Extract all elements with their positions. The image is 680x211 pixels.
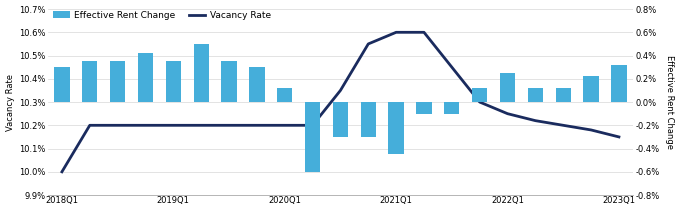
Bar bbox=[222, 61, 237, 102]
Bar bbox=[500, 73, 515, 102]
Bar bbox=[528, 88, 543, 102]
Bar bbox=[556, 88, 571, 102]
Bar bbox=[138, 53, 153, 102]
Y-axis label: Effective Rent Change: Effective Rent Change bbox=[666, 55, 675, 149]
Bar bbox=[82, 61, 97, 102]
Bar bbox=[54, 67, 69, 102]
Bar bbox=[360, 102, 376, 137]
Bar bbox=[110, 61, 125, 102]
Bar bbox=[388, 102, 404, 154]
Bar bbox=[305, 102, 320, 172]
Bar bbox=[166, 61, 181, 102]
Bar bbox=[444, 102, 460, 114]
Bar bbox=[472, 88, 488, 102]
Bar bbox=[277, 88, 292, 102]
Bar bbox=[583, 76, 599, 102]
Bar bbox=[194, 44, 209, 102]
Bar bbox=[416, 102, 432, 114]
Legend: Effective Rent Change, Vacancy Rate: Effective Rent Change, Vacancy Rate bbox=[52, 10, 272, 21]
Bar bbox=[611, 65, 626, 102]
Y-axis label: Vacancy Rate: Vacancy Rate bbox=[5, 74, 14, 131]
Bar bbox=[250, 67, 265, 102]
Bar bbox=[333, 102, 348, 137]
